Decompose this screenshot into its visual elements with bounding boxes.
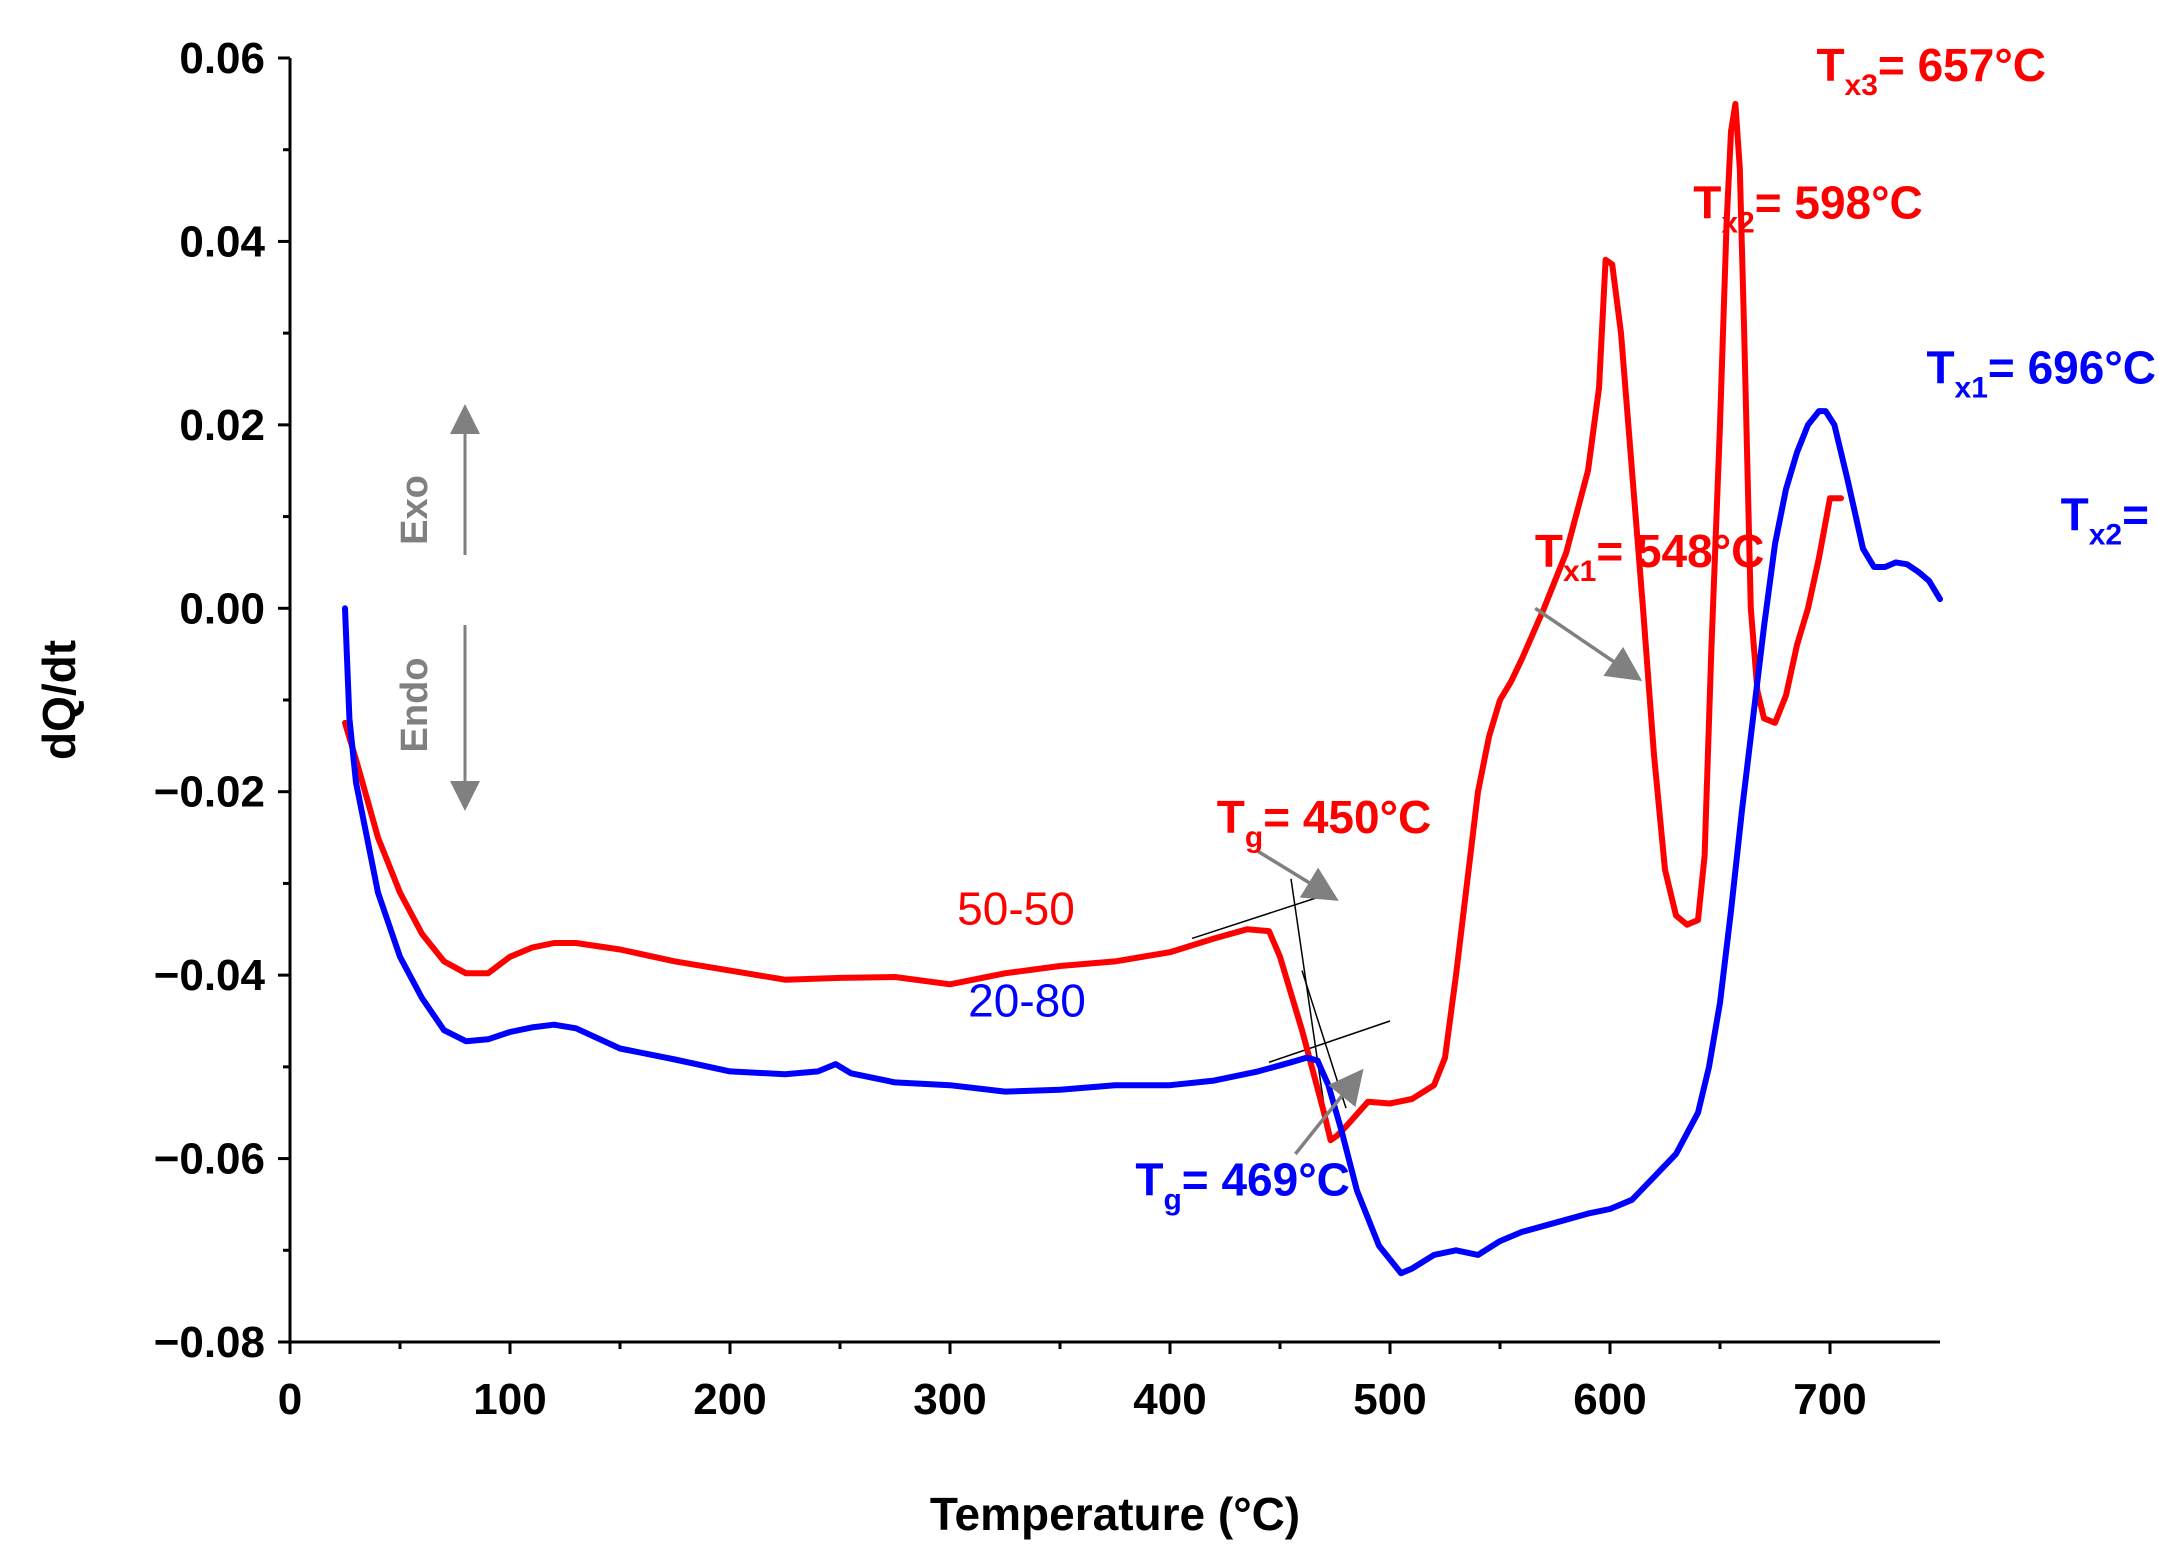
x-axis-title: Temperature (°C) <box>930 1488 1300 1540</box>
tangent-line <box>1290 878 1330 1136</box>
series-label: 20-80 <box>968 974 1086 1026</box>
tangent-line <box>1301 970 1347 1109</box>
y-tick-label: 0.04 <box>179 217 265 266</box>
annotation-arrow <box>1534 606 1643 682</box>
temperature-annotation: Tx1= 696°C <box>1926 342 2156 405</box>
y-tick-label: −0.08 <box>154 1318 265 1367</box>
annotation-arrow <box>1294 1068 1364 1156</box>
tangent-line <box>1191 894 1325 940</box>
y-tick-label: 0.02 <box>179 401 265 450</box>
y-tick-label: −0.04 <box>154 951 266 1000</box>
y-ticks: −0.08 −0.06 −0.04 −0.02 0.00 0.02 0.04 0.06 <box>154 34 290 1367</box>
y-tick-label: 0.00 <box>179 584 265 633</box>
series-line-50-50 <box>342 100 1844 1144</box>
annotation-arrow <box>1257 849 1339 901</box>
endo-label: Endo <box>394 658 436 753</box>
temperature-annotation: Tg= 469°C <box>1135 1153 1349 1216</box>
tangent-lines <box>1191 878 1391 1136</box>
x-tick-label: 300 <box>913 1375 986 1424</box>
temperature-annotation: Tx1= 548°C <box>1535 525 1765 588</box>
temperature-annotation: Tx3= 657°C <box>1816 39 2046 102</box>
y-tick-label: 0.06 <box>179 34 265 83</box>
x-tick-label: 600 <box>1573 1375 1646 1424</box>
series-label: 50-50 <box>957 883 1075 935</box>
tangent-line <box>1268 1020 1391 1063</box>
axes: −0.08 −0.06 −0.04 −0.02 0.00 0.02 0.04 0.06 0 10… <box>154 34 1940 1424</box>
series-line-20-80 <box>342 408 1943 1277</box>
y-tick-label: −0.02 <box>154 768 265 817</box>
series-labels: 50-50 20-80 <box>957 883 1086 1027</box>
x-tick-label: 700 <box>1793 1375 1866 1424</box>
temperature-annotation: Tg= 450°C <box>1217 791 1431 854</box>
y-tick-label: −0.06 <box>154 1135 265 1184</box>
x-ticks: 0 100 200 300 400 500 600 700 <box>278 1342 1867 1424</box>
exo-label: Exo <box>394 475 436 545</box>
y-axis-title: dQ/dt <box>33 640 85 760</box>
x-tick-label: 0 <box>278 1375 302 1424</box>
x-tick-label: 500 <box>1353 1375 1426 1424</box>
x-tick-label: 100 <box>473 1375 546 1424</box>
temperature-annotation: Tx2= 598°C <box>1693 177 1923 240</box>
annotation-arrows <box>1257 606 1643 1156</box>
series-lines <box>342 100 1943 1277</box>
temperature-annotation: Tx2= 744°C <box>2061 488 2159 551</box>
temperature-annotations: Tg= 450°C Tg= 469°C Tx1= 548°C Tx2= 598°C Tx… <box>1135 39 2159 1216</box>
x-tick-label: 400 <box>1133 1375 1206 1424</box>
x-tick-label: 200 <box>693 1375 766 1424</box>
exo-endo-indicator: Exo Endo <box>394 404 480 811</box>
